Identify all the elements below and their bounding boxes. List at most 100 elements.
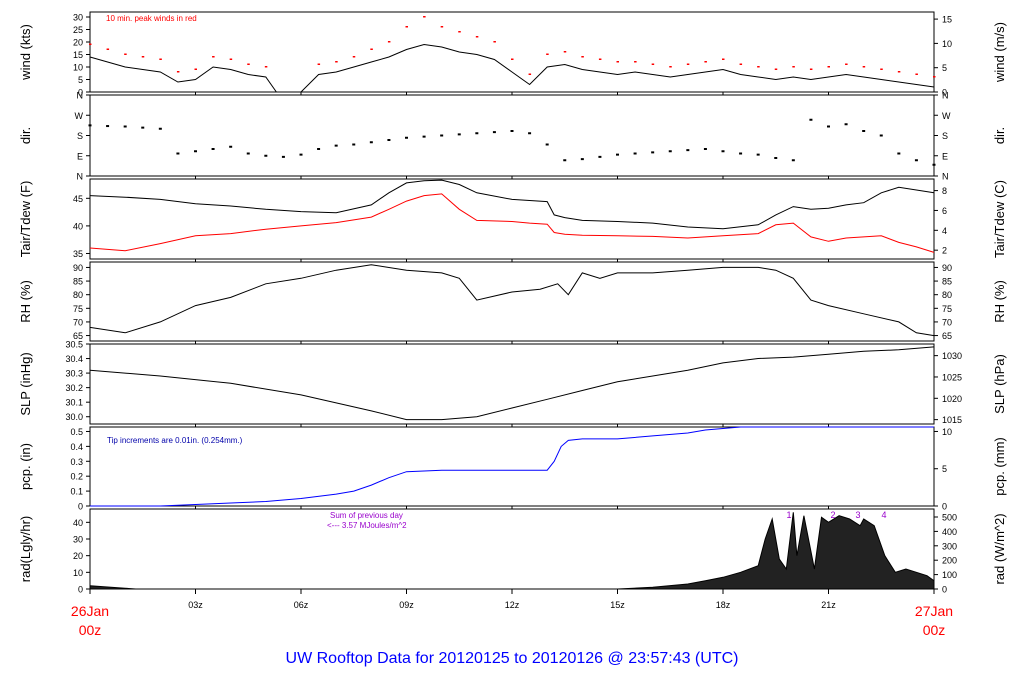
y-tick-label-left: 30.2 bbox=[65, 383, 83, 393]
x-tick-label: 09z bbox=[399, 600, 414, 610]
y-tick-label-left: E bbox=[77, 151, 83, 161]
dir-point bbox=[440, 134, 444, 137]
y-tick-label-left: 10 bbox=[73, 568, 83, 578]
y-tick-label-left: 30.0 bbox=[65, 412, 83, 422]
y-tick-label-right: 5 bbox=[942, 464, 947, 474]
x-tick-label: 03z bbox=[188, 600, 203, 610]
x-end-label-day: 26Jan bbox=[71, 603, 109, 619]
peak-wind-mark bbox=[581, 56, 584, 58]
x-end-label-hour: 00z bbox=[79, 622, 102, 638]
peak-wind-mark bbox=[651, 63, 655, 65]
y-tick-label-right: 4 bbox=[942, 226, 947, 236]
peak-wind-mark bbox=[792, 66, 795, 68]
dir-point bbox=[809, 118, 813, 121]
y-tick-label-left: 30 bbox=[73, 13, 83, 23]
dir-point bbox=[334, 144, 338, 147]
peak-wind-mark bbox=[370, 48, 373, 50]
y-tick-label-right: 8 bbox=[942, 186, 947, 196]
dir-point bbox=[510, 130, 514, 132]
dir-point bbox=[106, 125, 110, 128]
peak-wind-mark bbox=[722, 58, 725, 60]
y-tick-label-left: 85 bbox=[73, 277, 83, 287]
y-tick-label-right: 1020 bbox=[942, 394, 962, 404]
radiation-area bbox=[89, 512, 935, 590]
peak-wind-mark bbox=[809, 68, 813, 70]
dir-point bbox=[739, 152, 743, 155]
peak-wind-mark bbox=[880, 68, 883, 70]
peak-wind-mark bbox=[739, 63, 743, 65]
y-tick-label-right: 15 bbox=[942, 15, 952, 25]
y-tick-label-right: 0 bbox=[942, 585, 947, 595]
y-tick-label-left: 30.5 bbox=[65, 340, 83, 350]
y-axis-label-right: pcp. (mm) bbox=[992, 437, 1007, 496]
dir-point bbox=[387, 139, 391, 141]
dir-point bbox=[352, 143, 356, 146]
series-line-sea-level-pressure bbox=[89, 346, 935, 421]
y-tick-label-left: 90 bbox=[73, 263, 83, 273]
y-tick-label-right: 200 bbox=[942, 556, 957, 566]
radiation-marker: 2 bbox=[830, 510, 835, 520]
peak-wind-mark bbox=[862, 66, 866, 68]
y-axis-label-left: dir. bbox=[18, 127, 33, 144]
peak-wind-mark bbox=[176, 71, 180, 73]
y-tick-label-left: 40 bbox=[73, 221, 83, 231]
y-tick-label-left: 40 bbox=[73, 518, 83, 528]
radiation-marker: 4 bbox=[881, 510, 886, 520]
y-axis-label-left: wind (kts) bbox=[18, 24, 33, 81]
peak-wind-mark bbox=[405, 26, 408, 28]
peak-wind-mark bbox=[423, 16, 426, 18]
y-tick-label-left: N bbox=[77, 172, 84, 182]
y-tick-label-left: 0 bbox=[78, 502, 83, 512]
y-tick-label-left: 0.3 bbox=[70, 457, 83, 467]
dir-point bbox=[545, 143, 549, 146]
y-tick-label-left: 0.4 bbox=[70, 442, 83, 452]
peak-wind-mark bbox=[106, 48, 110, 50]
dir-point bbox=[756, 153, 760, 156]
series-line-temperature bbox=[89, 193, 935, 253]
dir-point bbox=[721, 150, 725, 153]
y-tick-label-left: 20 bbox=[73, 38, 83, 48]
y-tick-label-right: 0 bbox=[942, 502, 947, 512]
peak-wind-mark bbox=[475, 36, 479, 38]
y-axis-label-left: RH (%) bbox=[18, 280, 33, 323]
y-tick-label-left: N bbox=[77, 91, 84, 101]
dir-point bbox=[246, 152, 250, 155]
dir-point bbox=[862, 130, 866, 132]
x-tick-label: 06z bbox=[294, 600, 309, 610]
y-tick-label-left: 15 bbox=[73, 50, 83, 60]
y-axis-label-left: SLP (inHg) bbox=[18, 352, 33, 415]
radiation-annotation: <--- 3.57 MJoules/m^2 bbox=[327, 521, 407, 530]
panel-frame-temperature bbox=[89, 178, 935, 260]
peak-wind-mark bbox=[897, 71, 901, 73]
peak-wind-mark bbox=[124, 53, 127, 55]
y-tick-label-left: 0 bbox=[78, 88, 83, 98]
peak-wind-mark bbox=[493, 41, 496, 43]
dir-point bbox=[844, 123, 848, 126]
peak-wind-mark bbox=[194, 68, 197, 70]
dir-point bbox=[194, 150, 197, 153]
panel-frame-wind bbox=[89, 11, 935, 93]
x-end-label-day: 27Jan bbox=[915, 603, 953, 619]
y-tick-label-right: 5 bbox=[942, 63, 947, 73]
y-tick-label-right: 2 bbox=[942, 246, 947, 256]
y-tick-label-left: 75 bbox=[73, 304, 83, 314]
dir-point bbox=[88, 124, 92, 127]
dir-point bbox=[299, 153, 303, 156]
y-tick-label-left: 20 bbox=[73, 551, 83, 561]
y-axis-label-left: Tair/Tdew (F) bbox=[18, 181, 33, 258]
series-line-relative-humidity bbox=[89, 264, 935, 337]
dir-point bbox=[651, 151, 655, 154]
y-axis-label-right: Tair/Tdew (C) bbox=[992, 180, 1007, 258]
y-tick-label-left: 0.5 bbox=[70, 427, 83, 437]
panel-frame-relative-humidity bbox=[89, 261, 935, 342]
y-tick-label-left: 30.4 bbox=[65, 354, 83, 364]
peak-wind-mark bbox=[528, 73, 532, 75]
peak-wind-mark bbox=[335, 61, 338, 63]
peak-wind-mark bbox=[229, 58, 233, 60]
radiation-annotation: Sum of previous day bbox=[330, 511, 403, 520]
y-tick-label-left: 25 bbox=[73, 25, 83, 35]
peak-wind-mark bbox=[352, 56, 356, 58]
y-tick-label-left: 0 bbox=[78, 585, 83, 595]
dir-point bbox=[422, 135, 426, 138]
